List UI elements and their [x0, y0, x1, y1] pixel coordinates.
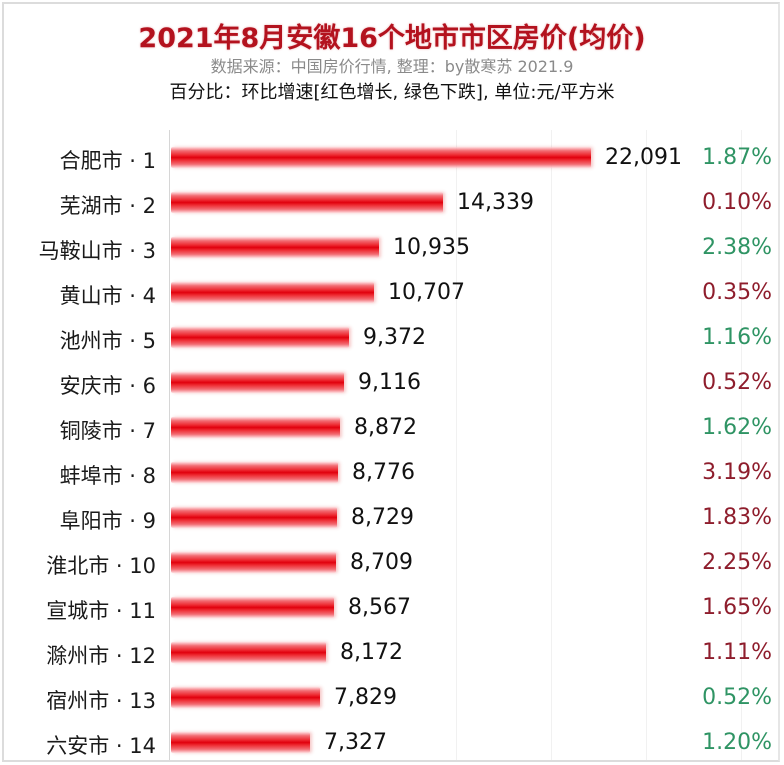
mom-change: 1.87%: [702, 145, 772, 170]
city-label: 阜阳市 · 9: [59, 509, 156, 533]
city-label: 安庆市 · 6: [59, 374, 156, 398]
price-value: 8,172: [340, 640, 403, 665]
price-value: 8,872: [354, 415, 417, 440]
mom-change: 1.20%: [702, 730, 772, 755]
price-bar: [171, 552, 336, 573]
bar-row: 蚌埠市 · 8 8,776 3.19%: [0, 450, 784, 495]
price-bar: [171, 597, 334, 618]
city-label: 滁州市 · 12: [46, 644, 156, 668]
bar-row: 淮北市 · 10 8,709 2.25%: [0, 540, 784, 585]
city-label: 黄山市 · 4: [59, 284, 156, 308]
price-value: 8,567: [348, 595, 411, 620]
bar-row: 六安市 · 14 7,327 1.20%: [0, 720, 784, 765]
bar-row: 黄山市 · 4 10,707 0.35%: [0, 270, 784, 315]
y-axis-line: [169, 130, 170, 760]
price-value: 7,327: [324, 730, 387, 755]
price-bar: [171, 462, 338, 483]
price-value: 14,339: [457, 190, 534, 215]
bar-row: 宿州市 · 13 7,829 0.52%: [0, 675, 784, 720]
city-label: 淮北市 · 10: [46, 554, 156, 578]
chart-title: 2021年8月安徽16个地市市区房价(均价): [138, 23, 646, 54]
city-label: 池州市 · 5: [59, 329, 156, 353]
price-bar: [171, 372, 344, 393]
mom-change: 1.62%: [702, 415, 772, 440]
gridline: [551, 130, 552, 760]
chart-source: 数据来源：中国房价行情, 整理：by散寒苏 2021.9: [210, 57, 574, 76]
price-value: 9,116: [358, 370, 421, 395]
price-bar: [171, 507, 337, 528]
bar-row: 铜陵市 · 7 8,872 1.62%: [0, 405, 784, 450]
price-value: 8,729: [351, 505, 414, 530]
price-bar: [171, 192, 443, 213]
city-label: 蚌埠市 · 8: [59, 464, 156, 488]
price-value: 10,707: [388, 280, 465, 305]
chart-legend-note: 百分比：环比增速[红色增长, 绿色下跌], 单位:元/平方米: [169, 82, 615, 103]
mom-change: 2.25%: [702, 550, 772, 575]
price-value: 9,372: [363, 325, 426, 350]
price-bar: [171, 147, 591, 168]
price-bar: [171, 417, 340, 438]
mom-change: 0.52%: [702, 685, 772, 710]
bar-row: 合肥市 · 1 22,091 1.87%: [0, 135, 784, 180]
mom-change: 0.35%: [702, 280, 772, 305]
price-bar: [171, 327, 349, 348]
bar-row: 宣城市 · 11 8,567 1.65%: [0, 585, 784, 630]
mom-change: 1.65%: [702, 595, 772, 620]
mom-change: 1.83%: [702, 505, 772, 530]
city-label: 合肥市 · 1: [59, 149, 156, 173]
mom-change: 1.11%: [702, 640, 772, 665]
bar-row: 阜阳市 · 9 8,729 1.83%: [0, 495, 784, 540]
price-value: 8,776: [352, 460, 415, 485]
price-value: 7,829: [334, 685, 397, 710]
price-value: 10,935: [393, 235, 470, 260]
city-label: 芜湖市 · 2: [59, 194, 156, 218]
city-label: 六安市 · 14: [46, 734, 156, 758]
mom-change: 2.38%: [702, 235, 772, 260]
price-value: 22,091: [605, 145, 682, 170]
bar-row: 芜湖市 · 2 14,339 0.10%: [0, 180, 784, 225]
city-label: 宣城市 · 11: [46, 599, 156, 623]
mom-change: 0.10%: [702, 190, 772, 215]
mom-change: 3.19%: [702, 460, 772, 485]
gridline: [741, 130, 742, 760]
price-bar: [171, 642, 326, 663]
gridline: [646, 130, 647, 760]
price-bar: [171, 237, 379, 258]
mom-change: 0.52%: [702, 370, 772, 395]
bar-row: 池州市 · 5 9,372 1.16%: [0, 315, 784, 360]
mom-change: 1.16%: [702, 325, 772, 350]
price-bar: [171, 687, 320, 708]
city-label: 铜陵市 · 7: [59, 419, 156, 443]
gridline: [456, 130, 457, 760]
price-bar: [171, 732, 310, 753]
bar-row: 安庆市 · 6 9,116 0.52%: [0, 360, 784, 405]
price-value: 8,709: [350, 550, 413, 575]
bar-row: 马鞍山市 · 3 10,935 2.38%: [0, 225, 784, 270]
bar-row: 滁州市 · 12 8,172 1.11%: [0, 630, 784, 675]
city-label: 宿州市 · 13: [46, 689, 156, 713]
city-label: 马鞍山市 · 3: [38, 239, 156, 263]
price-bar: [171, 282, 374, 303]
